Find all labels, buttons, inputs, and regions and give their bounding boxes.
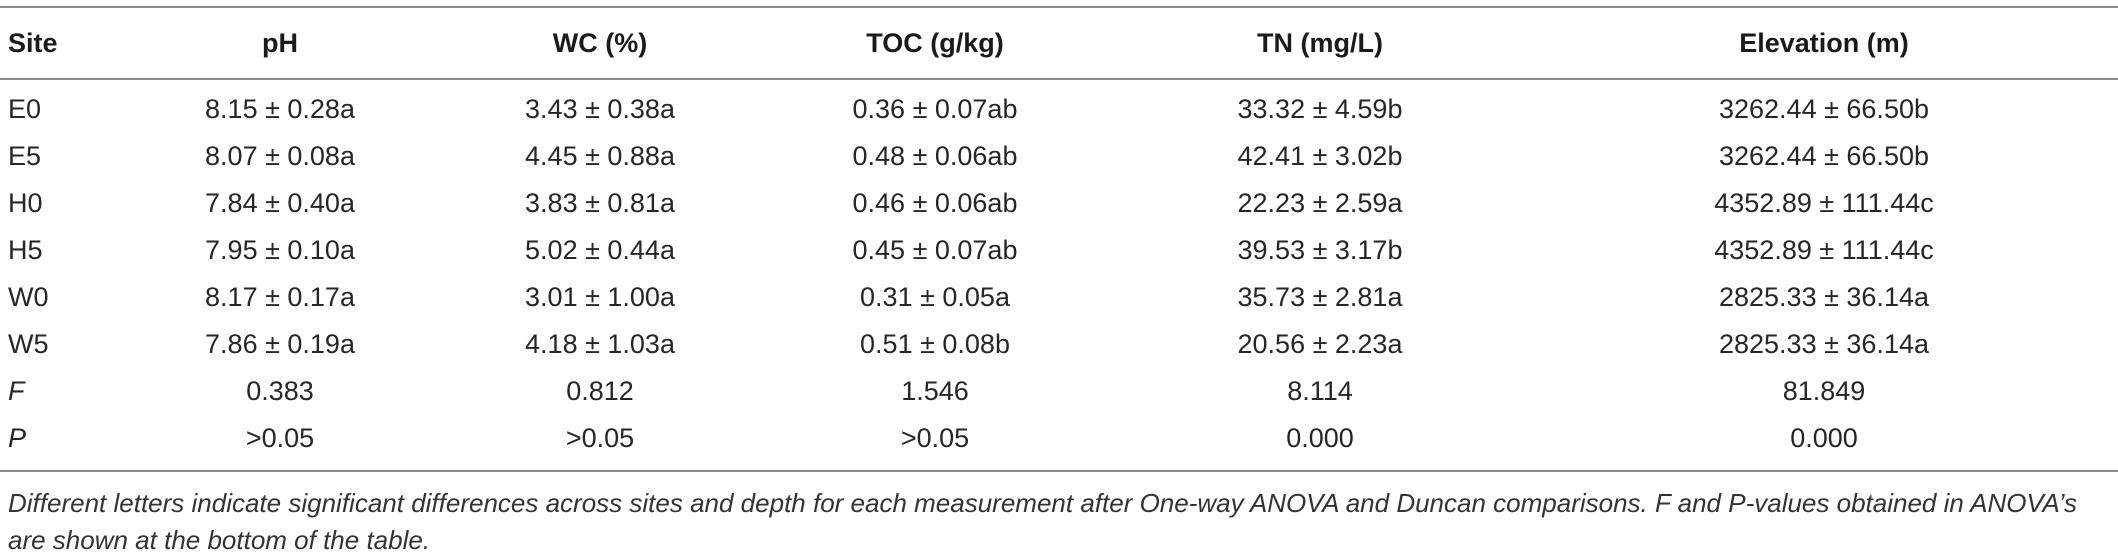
table-row-e0: E0 8.15 ± 0.28a 3.43 ± 0.38a 0.36 ± 0.07… [0,79,2118,133]
cell-tn: 39.53 ± 3.17b [1237,235,1403,265]
col-header-wc: WC (%) [552,27,648,58]
cell-elevation: 3262.44 ± 66.50b [1718,141,1929,171]
header-row: Site pH WC (%) TOC (g/kg) TN (mg/L) Elev… [0,7,2118,79]
table-row-w5: W5 7.86 ± 0.19a 4.18 ± 1.03a 0.51 ± 0.08… [0,321,2118,368]
cell-wc: 0.812 [566,376,634,406]
col-header-tn: TN (mg/L) [1257,27,1383,58]
cell-wc: 4.18 ± 1.03a [525,329,675,359]
cell-ph: 7.84 ± 0.40a [205,188,355,218]
cell-ph: >0.05 [245,423,315,453]
cell-elevation: 81.849 [1782,376,1866,406]
cell-elevation: 4352.89 ± 111.44c [1714,235,1934,265]
cell-toc: 0.31 ± 0.05a [860,282,1010,312]
table-row-h0: H0 7.84 ± 0.40a 3.83 ± 0.81a 0.46 ± 0.06… [0,180,2118,227]
col-header-elevation: Elevation (m) [1739,27,1909,58]
cell-wc: 3.43 ± 0.38a [525,94,675,124]
col-header-toc: TOC (g/kg) [866,27,1004,58]
cell-tn: 8.114 [1287,376,1353,406]
cell-tn: 22.23 ± 2.59a [1237,188,1403,218]
col-header-site: Site [8,27,58,58]
cell-site: H0 [8,188,43,218]
cell-tn: 42.41 ± 3.02b [1237,141,1403,171]
table-row-w0: W0 8.17 ± 0.17a 3.01 ± 1.00a 0.31 ± 0.05… [0,274,2118,321]
cell-toc: >0.05 [900,423,970,453]
cell-tn: 0.000 [1286,423,1354,453]
table-header: Site pH WC (%) TOC (g/kg) TN (mg/L) Elev… [0,7,2118,79]
cell-ph: 8.15 ± 0.28a [205,94,355,124]
cell-stat-label: F [8,376,25,406]
cell-ph: 7.95 ± 0.10a [205,235,355,265]
cell-wc: 4.45 ± 0.88a [525,141,675,171]
cell-ph: 8.17 ± 0.17a [205,282,355,312]
cell-wc: 3.01 ± 1.00a [525,282,675,312]
cell-elevation: 2825.33 ± 36.14a [1718,282,1929,312]
cell-elevation: 0.000 [1790,423,1858,453]
table-row-p-value: P >0.05 >0.05 >0.05 0.000 0.000 [0,415,2118,471]
cell-tn: 20.56 ± 2.23a [1237,329,1403,359]
soil-properties-table: Site pH WC (%) TOC (g/kg) TN (mg/L) Elev… [0,6,2118,472]
cell-elevation: 2825.33 ± 36.14a [1718,329,1929,359]
col-header-ph: pH [262,27,298,58]
cell-wc: >0.05 [565,423,635,453]
cell-site: H5 [8,235,43,265]
table-footnote: Different letters indicate significant d… [8,488,2078,555]
cell-ph: 8.07 ± 0.08a [205,141,355,171]
cell-elevation: 3262.44 ± 66.50b [1718,94,1929,124]
cell-toc: 0.48 ± 0.06ab [852,141,1018,171]
cell-site: W0 [8,282,49,312]
cell-toc: 0.36 ± 0.07ab [852,94,1018,124]
cell-tn: 33.32 ± 4.59b [1237,94,1403,124]
cell-ph: 0.383 [246,376,314,406]
cell-ph: 7.86 ± 0.19a [205,329,355,359]
cell-toc: 1.546 [901,376,969,406]
cell-tn: 35.73 ± 2.81a [1237,282,1403,312]
cell-toc: 0.51 ± 0.08b [860,329,1010,359]
table-row-f-statistic: F 0.383 0.812 1.546 8.114 81.849 [0,368,2118,415]
cell-stat-label: P [8,423,27,453]
cell-site: E5 [8,141,42,171]
cell-elevation: 4352.89 ± 111.44c [1714,188,1934,218]
table-row-e5: E5 8.07 ± 0.08a 4.45 ± 0.88a 0.48 ± 0.06… [0,133,2118,180]
cell-toc: 0.45 ± 0.07ab [852,235,1018,265]
cell-site: W5 [8,329,49,359]
table-body: E0 8.15 ± 0.28a 3.43 ± 0.38a 0.36 ± 0.07… [0,79,2118,471]
table-row-h5: H5 7.95 ± 0.10a 5.02 ± 0.44a 0.45 ± 0.07… [0,227,2118,274]
cell-site: E0 [8,94,42,124]
cell-wc: 3.83 ± 0.81a [525,188,675,218]
cell-wc: 5.02 ± 0.44a [525,235,675,265]
cell-toc: 0.46 ± 0.06ab [852,188,1018,218]
